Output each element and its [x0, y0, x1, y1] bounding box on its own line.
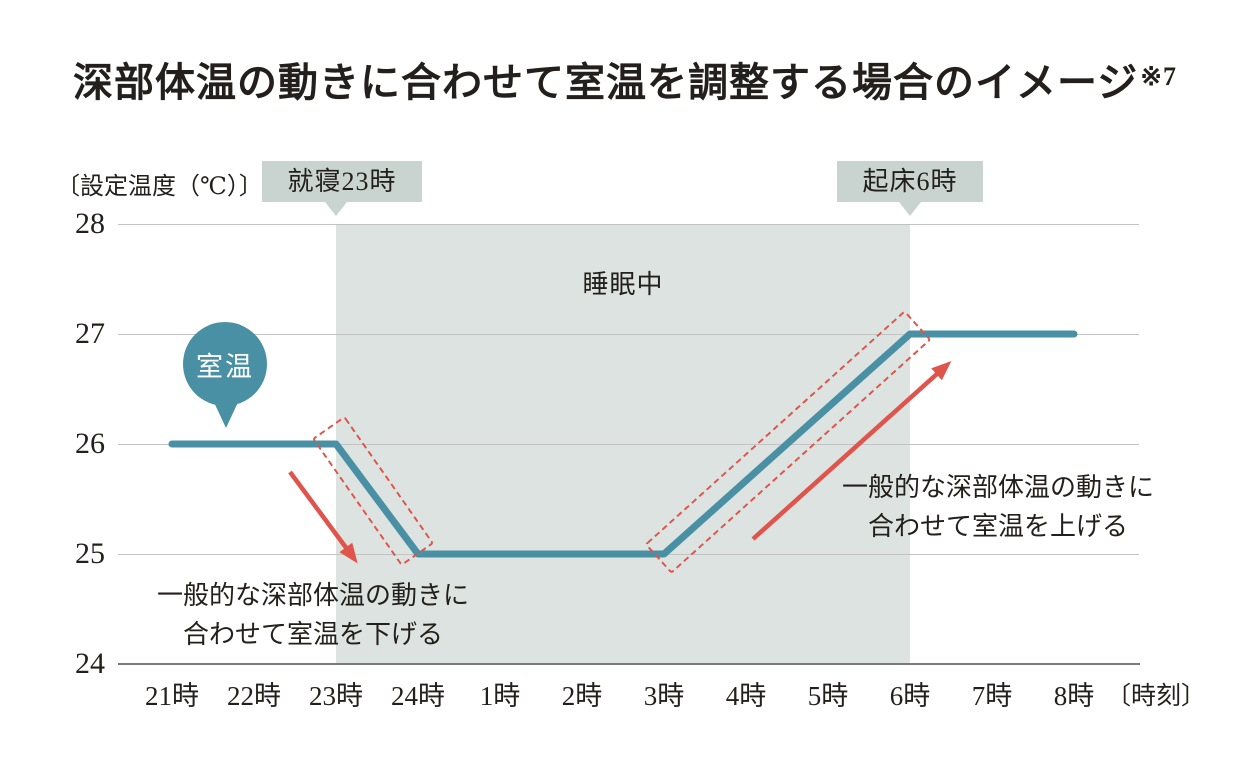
annotation-increase: 一般的な深部体温の動きに 合わせて室温を上げる — [822, 468, 1174, 546]
x-tick-label: 6時 — [889, 681, 931, 711]
room-temp-bubble: 室温 — [183, 322, 267, 406]
annotation-decrease: 一般的な深部体温の動きに 合わせて室温を下げる — [138, 576, 488, 654]
x-tick-label: 23時 — [309, 681, 363, 711]
x-tick-label: 3時 — [643, 681, 685, 711]
annotation-decrease-line1: 一般的な深部体温の動きに — [156, 581, 469, 610]
wake-badge: 起床6時 — [837, 161, 983, 202]
y-tick-label: 26 — [75, 427, 105, 460]
gridline — [118, 334, 1139, 335]
annotation-decrease-line2: 合わせて室温を下げる — [182, 620, 443, 649]
y-tick-label: 24 — [75, 647, 105, 680]
x-tick-label: 5時 — [807, 681, 849, 711]
title-footnote: ※7 — [1140, 62, 1177, 91]
wake-badge-pointer-icon — [899, 202, 921, 216]
room-temp-bubble-label: 室温 — [196, 351, 254, 382]
x-axis-line — [118, 663, 1140, 665]
page-title: 深部体温の動きに合わせて室温を調整する場合のイメージ※7 — [0, 50, 1250, 108]
annotation-increase-line2: 合わせて室温を上げる — [867, 512, 1128, 541]
y-axis-title: 〔設定温度（℃）〕 — [56, 174, 263, 200]
page-title-text: 深部体温の動きに合わせて室温を調整する場合のイメージ — [73, 60, 1139, 105]
x-axis-unit-label: 〔時刻〕 — [1106, 683, 1207, 710]
annotation-increase-line1: 一般的な深部体温の動きに — [841, 473, 1154, 502]
x-tick-label: 8時 — [1053, 681, 1095, 711]
x-tick-label: 4時 — [725, 681, 767, 711]
x-tick-label: 22時 — [227, 681, 281, 711]
y-tick-label: 25 — [75, 537, 105, 570]
gridline — [118, 554, 1139, 555]
x-tick-label: 21時 — [145, 681, 199, 711]
x-tick-label: 7時 — [971, 681, 1013, 711]
gridline — [118, 444, 1139, 445]
bedtime-badge: 就寝23時 — [262, 161, 422, 202]
x-tick-label: 2時 — [561, 681, 603, 711]
bedtime-badge-pointer-icon — [325, 202, 347, 216]
y-tick-label: 27 — [75, 317, 105, 350]
x-tick-label: 24時 — [391, 681, 445, 711]
y-tick-label: 28 — [75, 207, 105, 240]
gridline — [118, 224, 1139, 225]
x-tick-label: 1時 — [479, 681, 521, 711]
sleep-region-label: 睡眠中 — [582, 270, 664, 299]
